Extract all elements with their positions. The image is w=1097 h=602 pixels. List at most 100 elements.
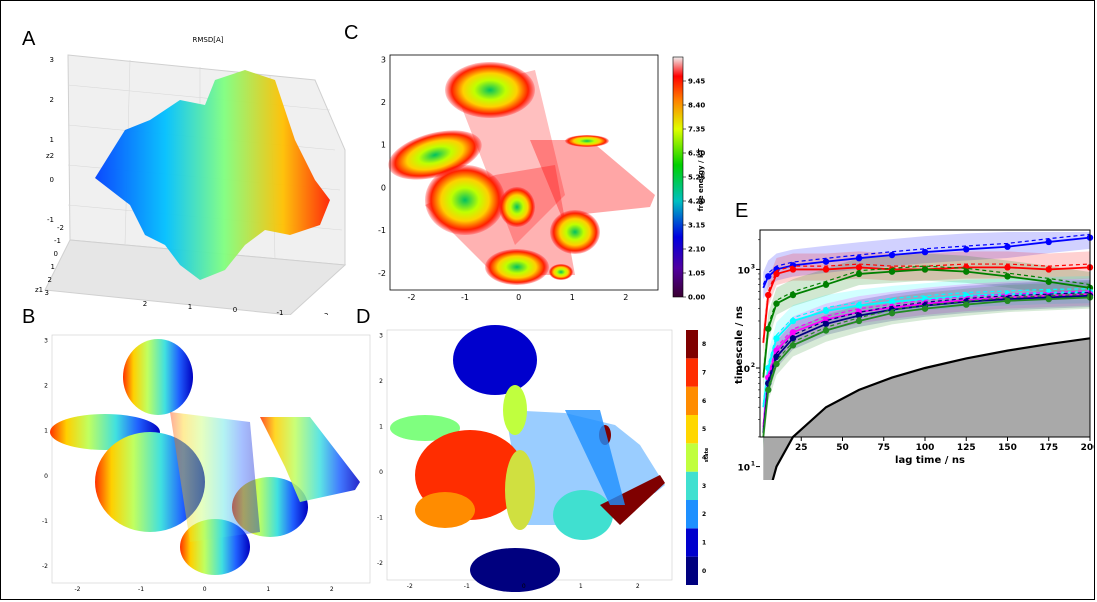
a-z0-tick: 2	[143, 300, 147, 308]
e-series-point	[855, 264, 863, 271]
panel-a-z2-label: z2	[46, 152, 54, 160]
e-series-point	[822, 266, 830, 273]
panel-d-state-clusters	[390, 325, 665, 592]
panel-c-free-energy-map: -2 -1 0 1 2 -2 -1 0 1 2 3 0.00 1.05 2.10 3.15 4.20 5.2…	[378, 54, 705, 302]
e-confidence-band	[763, 281, 1090, 449]
y-tick: 3	[379, 333, 383, 340]
c-cb-tick: 5.25	[688, 174, 705, 182]
e-x-tick: 150	[998, 443, 1017, 453]
e-series-point	[822, 320, 830, 328]
d-cb-tick: 8	[702, 341, 706, 348]
e-series-point	[1045, 278, 1052, 285]
panel-d-state-scatter: -2 -1 0 1 2 -2 -1 0 1 2 3 0 1 2 3 4 5 6 7 8 state	[377, 325, 710, 592]
panel-d-colorbar-ticks: 0 1 2 3 4 5 6 7 8	[702, 341, 706, 575]
e-series-point	[921, 248, 929, 256]
e-series-point	[773, 266, 780, 273]
d-cb-tick: 0	[702, 568, 706, 575]
e-series-point	[1004, 273, 1011, 280]
e-series-point	[963, 246, 970, 253]
d-cb-segment	[686, 386, 698, 415]
e-series-point	[921, 305, 929, 312]
e-series-line	[762, 268, 1091, 378]
x-tick: -2	[407, 293, 415, 302]
e-series-point	[773, 353, 780, 360]
e-series-point	[773, 335, 780, 342]
e-series-point	[855, 317, 863, 325]
x-tick: -2	[74, 586, 80, 593]
c-cb-tick: 2.10	[688, 246, 705, 254]
a-z1-tick: 1	[51, 263, 55, 271]
e-series-point	[963, 268, 970, 275]
panel-a-z2-ticks: 3 2 1 0 -1	[47, 56, 54, 224]
e-series-point	[855, 254, 863, 262]
a-z0-tick: 1	[188, 303, 192, 311]
panel-c-colorbar-label: free energy / kT	[697, 148, 705, 211]
panel-d-colorbar	[686, 330, 698, 585]
panel-c-colorbar-ticks: 0.00 1.05 2.10 3.15 4.20 5.25 6.30 7.35 8.40 9.45	[683, 78, 705, 302]
panel-label-b: B	[22, 306, 36, 328]
y-tick: -1	[378, 226, 386, 235]
panel-label-e: E	[735, 200, 749, 222]
e-series-point	[855, 270, 863, 278]
panel-a-title: RMSD[A]	[193, 36, 224, 44]
e-series-point	[888, 298, 896, 305]
panel-label-d: D	[356, 306, 371, 328]
panel-c-basins	[388, 62, 655, 285]
panel-e-timescales: 255075100125150175200101102103 lag time …	[734, 229, 1095, 480]
y-tick: 2	[379, 378, 383, 385]
e-series-point	[789, 317, 797, 325]
a-z2-tick: 3	[50, 56, 54, 64]
d-cb-segment	[686, 443, 698, 472]
y-tick: 0	[381, 183, 386, 192]
y-tick: 0	[379, 469, 383, 476]
e-series-point	[789, 335, 797, 342]
a-z2-tick: 2	[50, 96, 54, 104]
x-tick: -1	[464, 583, 470, 590]
x-tick: 1	[579, 583, 583, 590]
panel-d-colorbar-label: state	[704, 447, 710, 462]
e-y-tick: 10	[737, 266, 750, 276]
e-x-tick: 100	[916, 443, 935, 453]
e-series-point	[789, 266, 797, 273]
panel-b-y-ticks: -2 -1 0 1 2 3	[42, 338, 48, 570]
panel-d-x-ticks: -2 -1 0 1 2	[407, 583, 640, 590]
d-cb-segment	[686, 500, 698, 529]
e-series-point	[963, 301, 970, 308]
e-series-line	[762, 291, 1091, 408]
e-series-point	[1004, 264, 1011, 271]
panel-c-x-ticks: -2 -1 0 1 2	[407, 293, 628, 302]
y-tick: -1	[42, 518, 48, 525]
e-series-point	[789, 342, 797, 349]
e-series-point	[822, 307, 830, 315]
y-tick: -1	[377, 514, 383, 521]
c-cb-tick: 8.40	[688, 102, 705, 110]
e-y-tick-exp: 3	[751, 263, 755, 270]
y-tick: -2	[378, 269, 386, 278]
d-cb-tick: 1	[702, 540, 706, 547]
e-series-point	[773, 300, 780, 307]
e-confidence-band	[763, 253, 1090, 389]
y-tick: 2	[44, 383, 48, 390]
e-series-point	[888, 309, 896, 317]
y-tick: 1	[44, 428, 48, 435]
e-series-point	[1004, 297, 1011, 305]
panel-c-y-ticks: -2 -1 0 1 2 3	[378, 55, 386, 278]
e-series-point	[765, 386, 772, 394]
x-tick: 0	[203, 586, 207, 593]
panel-a-z1-ticks: -2 -1 0 1 2 3	[45, 224, 64, 297]
d-cb-tick: 4	[702, 455, 706, 462]
y-tick: 2	[381, 98, 386, 107]
e-series-point	[789, 329, 797, 336]
c-cb-tick: 0.00	[688, 294, 705, 302]
c-cb-tick: 9.45	[688, 78, 705, 86]
y-tick: 3	[44, 338, 48, 345]
x-tick: 0	[516, 293, 521, 302]
e-confidence-band	[763, 279, 1090, 445]
e-lag-region	[763, 338, 1090, 480]
d-cb-tick: 6	[702, 398, 706, 405]
panel-a-z0-ticks: 2 1 0 -1 -2	[143, 300, 329, 315]
panel-d-y-ticks: -2 -1 0 1 2 3	[377, 333, 383, 567]
a-z1-tick: 0	[54, 250, 58, 258]
d-cb-segment	[686, 415, 698, 444]
